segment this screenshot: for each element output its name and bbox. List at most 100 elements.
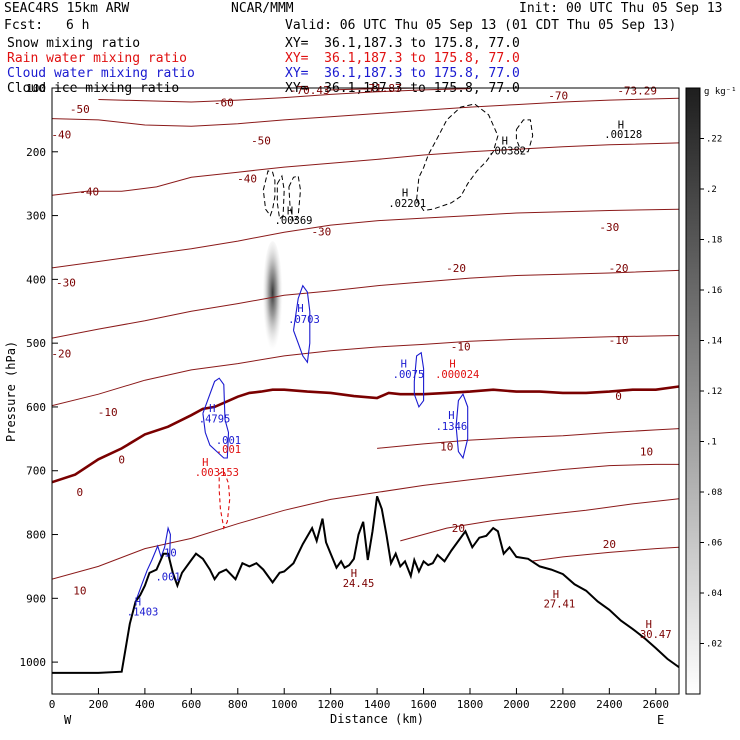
terrain-mask	[52, 496, 679, 694]
temperature-contour-9	[98, 88, 471, 103]
temperature-contour-label-12: -30	[56, 277, 76, 290]
y-tick-label-5: 700	[26, 465, 46, 478]
maximum-label-17: .4795	[199, 413, 231, 425]
temperature-contour-0	[52, 463, 679, 580]
maximum-label-0: H	[502, 135, 508, 147]
temperature-contour-label-14: -20	[609, 262, 629, 275]
x-tick-label-4: 800	[228, 698, 248, 711]
maximum-label-26: H	[646, 619, 652, 631]
cloud-ice-contour-1	[276, 174, 285, 220]
x-tick-label-11: 2200	[550, 698, 577, 711]
maximum-label-1: .00382	[488, 146, 526, 158]
field-snow-name: Snow mixing ratio	[7, 36, 141, 51]
plot-area	[52, 88, 679, 694]
temperature-contour-4	[52, 335, 679, 407]
terrain-line	[52, 495, 679, 674]
maximum-label-19: .001	[216, 435, 241, 447]
colorbar-tick-label-3: .08	[706, 488, 722, 498]
plot-frame	[51, 87, 680, 695]
maximum-label-21: .003153	[195, 467, 239, 479]
forecast-label: Fcst:	[4, 18, 44, 33]
west-label: W	[64, 713, 72, 727]
x-tick-label-6: 1200	[317, 698, 344, 711]
x-axis-title: Distance (km)	[330, 712, 424, 726]
cloud-ice-contour-3	[416, 103, 499, 212]
maximum-label-13: .000024	[435, 369, 479, 381]
x-tick-label-13: 2600	[643, 698, 670, 711]
field-rain-xy: XY= 36.1,187.3 to 175.8, 77.0	[285, 51, 520, 66]
temperature-contour-label-8: -50	[251, 134, 271, 147]
temperature-contour-1	[377, 428, 679, 449]
temperature-contour-label-21: 0	[77, 486, 84, 499]
y-tick-label-top: 100	[26, 82, 46, 95]
maximum-label-14: H	[448, 410, 454, 422]
freezing-level-contour	[52, 385, 679, 484]
colorbar-tick-label-0: .02	[706, 640, 722, 650]
temperature-contour-label-22: 10	[440, 440, 453, 453]
colorbar-tick-label-6: .14	[706, 337, 722, 347]
x-tick-label-2: 400	[135, 698, 155, 711]
maximum-label-7: .00369	[275, 215, 313, 227]
y-axis-title: Pressure (hPa)	[4, 341, 18, 442]
maximum-label-2: H	[618, 119, 624, 131]
field-cloudwater-name: Cloud water mixing ratio	[7, 66, 195, 81]
temperature-contour-label-26: 20	[603, 538, 616, 551]
colorbar-unit: g kg⁻¹	[704, 87, 737, 97]
temperature-contour-label-1: -50	[70, 103, 90, 116]
maximum-label-5: .02201	[388, 198, 426, 210]
colorbar-tick-label-2: .06	[706, 539, 722, 549]
maximum-label-20: H	[202, 457, 208, 469]
x-tick-label-3: 600	[181, 698, 201, 711]
colorbar-ramp	[685, 87, 701, 695]
temperature-contour-label-4: -73.29	[617, 85, 657, 98]
colorbar-tick-label-7: .16	[706, 286, 722, 296]
y-tick-label-2: 400	[26, 273, 46, 286]
x-tick-label-9: 1800	[457, 698, 484, 711]
colorbar-tick-label-10: .22	[706, 135, 722, 145]
organization-label: NCAR/MMM	[231, 1, 294, 16]
maximum-label-8: H	[297, 303, 303, 315]
maximum-label-18: .001	[216, 444, 241, 456]
maximum-label-27: 30.47	[640, 629, 672, 641]
cloud-ice-contour-0	[262, 170, 276, 217]
temperature-contour-label-16: -10	[451, 340, 471, 353]
maximum-label-9: .0703	[288, 314, 320, 326]
axes: 0 200 400 600 800 1000 1200 1400 1600 1800 2000 220…	[20, 82, 670, 711]
y-tick-label-1: 300	[26, 210, 46, 223]
maximum-label-22: H	[351, 568, 357, 580]
y-tick-label-8: 1000	[20, 656, 47, 669]
maximum-label-4: H	[402, 188, 408, 200]
colorbar: g kg⁻¹ .02 .04 .06 .08 .1 .12 .14 .16 .18 .2 .22	[685, 87, 737, 695]
temperature-contour-label-2: -60	[214, 97, 234, 110]
x-tick-label-8: 1600	[410, 698, 437, 711]
valid-time: Valid: 06 UTC Thu 05 Sep 13 (01 CDT Thu …	[285, 18, 677, 33]
y-tick-label-0: 200	[26, 146, 46, 159]
x-tick-label-7: 1400	[364, 698, 391, 711]
temperature-contour-label-13: -20	[446, 262, 466, 275]
y-tick-label-7: 900	[26, 592, 46, 605]
rain-water-contour-0	[218, 469, 231, 530]
temperature-contour-label-24: 10	[73, 585, 86, 598]
maximum-label-25: 27.41	[544, 598, 576, 610]
maximum-label-16: H	[209, 403, 215, 415]
temperature-contour-label-18: -10	[98, 406, 118, 419]
maximum-label-12: H	[449, 359, 455, 371]
x-tick-label-10: 2000	[503, 698, 530, 711]
temperature-contour-label-23: 10	[640, 446, 653, 459]
maximum-label-23: 24.45	[343, 578, 375, 590]
maximum-label-6: H	[287, 205, 293, 217]
temperature-contour-label-19: 0	[615, 390, 622, 403]
colorbar-tick-label-8: .18	[706, 236, 722, 246]
field-snow-xy: XY= 36.1,187.3 to 175.8, 77.0	[285, 36, 520, 51]
x-tick-label-1: 200	[89, 698, 109, 711]
cloud-ice-contour-4	[515, 119, 534, 153]
y-tick-label-6: 800	[26, 529, 46, 542]
cloud-ice-contour-2	[288, 175, 302, 224]
east-label: E	[657, 713, 664, 727]
x-tick-label-12: 2400	[596, 698, 623, 711]
maximum-label-29: .1403	[127, 607, 159, 619]
init-time: Init: 00 UTC Thu 05 Sep 13	[519, 1, 723, 16]
temperature-contour-label-7: -40	[51, 129, 71, 142]
colorbar-tick-label-9: .2	[706, 185, 717, 195]
